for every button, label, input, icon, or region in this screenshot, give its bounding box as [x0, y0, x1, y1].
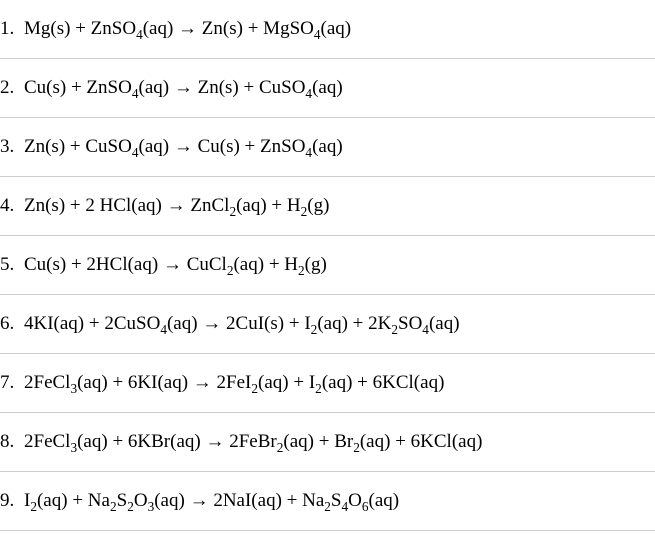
- equation-cell: 3.Zn(s) + CuSO4(aq) → Cu(s) + ZnSO4(aq): [0, 118, 655, 177]
- equation-cell: 8.2FeCl3(aq) + 6KBr(aq) → 2FeBr2(aq) + B…: [0, 413, 655, 472]
- equation-formula: I2(aq) + Na2S2O3(aq) → 2NaI(aq) + Na2S4O…: [24, 490, 399, 511]
- equation-formula: Cu(s) + 2HCl(aq) → CuCl2(aq) + H2(g): [24, 254, 327, 275]
- equation-row: 5.Cu(s) + 2HCl(aq) → CuCl2(aq) + H2(g): [0, 236, 655, 295]
- equations-table: 1.Mg(s) + ZnSO4(aq) → Zn(s) + MgSO4(aq)2…: [0, 0, 655, 531]
- equation-row: 1.Mg(s) + ZnSO4(aq) → Zn(s) + MgSO4(aq): [0, 0, 655, 59]
- equation-number: 3.: [0, 136, 24, 158]
- equation-number: 9.: [0, 490, 24, 512]
- equation-formula: Mg(s) + ZnSO4(aq) → Zn(s) + MgSO4(aq): [24, 18, 351, 39]
- equation-row: 8.2FeCl3(aq) + 6KBr(aq) → 2FeBr2(aq) + B…: [0, 413, 655, 472]
- equation-row: 9.I2(aq) + Na2S2O3(aq) → 2NaI(aq) + Na2S…: [0, 472, 655, 531]
- equation-row: 6.4KI(aq) + 2CuSO4(aq) → 2CuI(s) + I2(aq…: [0, 295, 655, 354]
- equation-number: 8.: [0, 431, 24, 453]
- equation-number: 1.: [0, 18, 24, 40]
- equation-cell: 2.Cu(s) + ZnSO4(aq) → Zn(s) + CuSO4(aq): [0, 59, 655, 118]
- equation-formula: Cu(s) + ZnSO4(aq) → Zn(s) + CuSO4(aq): [24, 77, 343, 98]
- equation-cell: 5.Cu(s) + 2HCl(aq) → CuCl2(aq) + H2(g): [0, 236, 655, 295]
- equations-tbody: 1.Mg(s) + ZnSO4(aq) → Zn(s) + MgSO4(aq)2…: [0, 0, 655, 531]
- equation-row: 7.2FeCl3(aq) + 6KI(aq) → 2FeI2(aq) + I2(…: [0, 354, 655, 413]
- equation-formula: Zn(s) + 2 HCl(aq) → ZnCl2(aq) + H2(g): [24, 195, 329, 216]
- equation-row: 2.Cu(s) + ZnSO4(aq) → Zn(s) + CuSO4(aq): [0, 59, 655, 118]
- equation-cell: 7.2FeCl3(aq) + 6KI(aq) → 2FeI2(aq) + I2(…: [0, 354, 655, 413]
- equation-number: 5.: [0, 254, 24, 276]
- equation-formula: 2FeCl3(aq) + 6KBr(aq) → 2FeBr2(aq) + Br2…: [24, 431, 482, 452]
- equation-cell: 9.I2(aq) + Na2S2O3(aq) → 2NaI(aq) + Na2S…: [0, 472, 655, 531]
- equation-formula: Zn(s) + CuSO4(aq) → Cu(s) + ZnSO4(aq): [24, 136, 343, 157]
- equation-number: 6.: [0, 313, 24, 335]
- equation-formula: 2FeCl3(aq) + 6KI(aq) → 2FeI2(aq) + I2(aq…: [24, 372, 444, 393]
- equation-cell: 4.Zn(s) + 2 HCl(aq) → ZnCl2(aq) + H2(g): [0, 177, 655, 236]
- equation-row: 3.Zn(s) + CuSO4(aq) → Cu(s) + ZnSO4(aq): [0, 118, 655, 177]
- equation-number: 4.: [0, 195, 24, 217]
- equation-formula: 4KI(aq) + 2CuSO4(aq) → 2CuI(s) + I2(aq) …: [24, 313, 460, 334]
- equation-number: 7.: [0, 372, 24, 394]
- equation-cell: 6.4KI(aq) + 2CuSO4(aq) → 2CuI(s) + I2(aq…: [0, 295, 655, 354]
- equation-row: 4.Zn(s) + 2 HCl(aq) → ZnCl2(aq) + H2(g): [0, 177, 655, 236]
- equation-cell: 1.Mg(s) + ZnSO4(aq) → Zn(s) + MgSO4(aq): [0, 0, 655, 59]
- equation-number: 2.: [0, 77, 24, 99]
